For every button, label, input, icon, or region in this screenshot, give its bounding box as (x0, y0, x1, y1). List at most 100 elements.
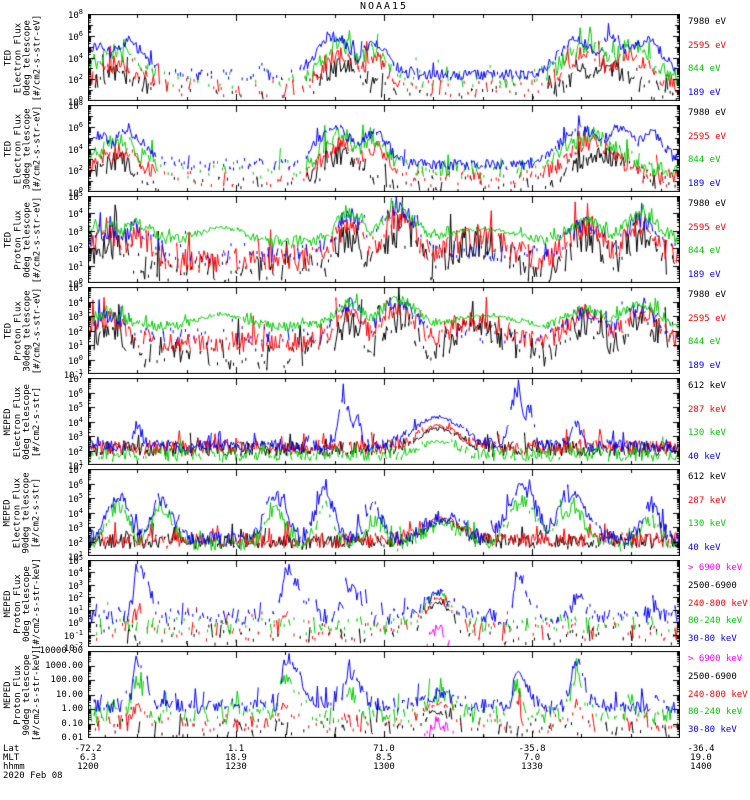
y-tick-label: 105 (67, 492, 83, 506)
energy-label: 7980 eV (688, 290, 726, 300)
panel-left-label-text: MEPED Electron Flux 0deg telescope [#/cm2-s… (3, 384, 42, 460)
energy-label: 612 keV (688, 472, 726, 482)
axis-value: 1300 (373, 762, 395, 772)
panel-plot-canvas (88, 105, 680, 192)
panel-plot-canvas (88, 560, 680, 647)
panel-left-label-line: MEPED (3, 680, 13, 709)
panel-plot (88, 651, 680, 738)
y-tick-label: 102 (67, 73, 83, 87)
panel-left-label-line: 0deg telescope (22, 565, 32, 642)
energy-label: 130 keV (688, 519, 726, 530)
y-tick-label: 103 (67, 310, 83, 324)
energy-label: 189 eV (688, 269, 721, 280)
panel-plot (88, 196, 680, 283)
y-axis-labels: 0.01 0.10 1.00 10.00 100.00 1000.00 10000.00 (40, 646, 86, 743)
panel-plot-canvas (88, 287, 680, 374)
energy-label: 7980 eV (688, 199, 726, 209)
energy-label: 240-800 keV (688, 598, 748, 609)
energy-label: > 6900 keV (688, 563, 743, 573)
energy-label: 80-240 keV (688, 707, 743, 718)
y-tick-label: 0.01 (61, 733, 83, 743)
energy-label: 240-800 keV (688, 689, 748, 700)
energy-label: 2595 eV (688, 222, 726, 233)
panel-plot (88, 14, 680, 101)
panel-left-label-text: TED Proton Flux 0deg telescope [#/cm2-s-str… (3, 196, 42, 283)
panel-plot-canvas (88, 651, 680, 738)
panel-ted-electron-0deg: TED Electron Flux 0deg telescope [#/cm2-s-s… (0, 9, 750, 109)
y-tick-label: 106 (67, 120, 83, 134)
y-tick-label: 0.10 (61, 718, 83, 729)
panel-plot (88, 469, 680, 556)
y-tick-label: 10-1 (63, 628, 83, 642)
y-tick-label: 100 (67, 95, 83, 109)
panel-left-label: TED Proton Flux 0deg telescope [#/cm2-s-str… (0, 196, 46, 283)
panel-left-label: MEPED Electron Flux 90deg telescope [#/cm2-… (0, 469, 46, 556)
panel-plot (88, 287, 680, 374)
axis-value: 1230 (225, 762, 247, 772)
panel-meped-proton-0deg: MEPED Proton Flux 0deg telescope [#/cm2-s-s… (0, 555, 750, 655)
panel-left-label-line: [#/cm2-s-str-eV] (31, 105, 42, 192)
panel-left-label: MEPED Electron Flux 0deg telescope [#/cm2-s… (0, 378, 46, 465)
energy-label: 189 eV (688, 87, 721, 98)
panel-left-label-line: [#/cm2-s-str-keV] (31, 557, 42, 650)
axis-row-lat: Lat -72.2 1.1 71.0 -35.8 -36.4 (0, 745, 750, 754)
y-tick-label: 101 (67, 603, 83, 617)
axis-value: -36.4 (687, 744, 715, 754)
panel-plot-canvas (88, 378, 680, 465)
y-tick-label: 1000.00 (45, 660, 83, 671)
y-tick-label: 103 (67, 578, 83, 592)
y-tick-label: 104 (67, 506, 83, 520)
y-tick-label: 104 (67, 295, 83, 309)
y-tick-label: 10-1 (63, 368, 83, 382)
panel-left-label-line: [#/cm2-s-str-eV] (31, 196, 42, 283)
axis-row-label: hhmm (3, 762, 25, 772)
y-tick-label: 10-2 (63, 641, 83, 655)
panel-left-label-line: [#/cm2-s-str] (31, 386, 42, 457)
energy-label: 2595 eV (688, 131, 726, 142)
y-tick-label: 102 (67, 242, 83, 256)
axis-value: -72.2 (74, 744, 102, 754)
y-tick-label: 107 (67, 372, 83, 386)
axis-value: -35.8 (518, 744, 546, 754)
energy-labels: 612 keV 287 keV 130 keV 40 keV (688, 469, 750, 556)
energy-label: 189 eV (688, 178, 721, 189)
axis-value: 19.0 (690, 753, 712, 763)
energy-labels: > 6900 keV 2500-6900 240-800 keV 80-240 keV… (688, 651, 750, 738)
panel-left-label-line: 0deg telescope (22, 201, 33, 278)
axis-value: 6.3 (79, 753, 97, 763)
y-axis-labels: 100 101 102 103 104 105 (44, 191, 86, 291)
y-tick-label: 106 (67, 386, 83, 400)
y-axis-labels: 10-1 100 101 102 103 104 105 (44, 282, 86, 382)
y-tick-label: 101 (67, 259, 83, 273)
panel-left-label-line: 30deg telescope (22, 289, 33, 372)
y-tick-label: 100.00 (50, 675, 83, 685)
energy-label: 2500-6900 (688, 580, 737, 591)
energy-label: 2595 eV (688, 313, 726, 324)
energy-labels: 7980 eV 2595 eV 844 eV 189 eV (688, 196, 750, 283)
panel-left-label-line: MEPED (3, 589, 13, 618)
energy-label: 40 keV (688, 451, 721, 462)
axis-row-label: MLT (3, 753, 20, 763)
y-tick-label: 103 (67, 430, 83, 444)
axis-row-mlt: MLT 6.3 18.9 8.5 7.0 19.0 (0, 754, 750, 763)
energy-label: 2595 eV (688, 40, 726, 51)
y-tick-label: 107 (67, 463, 83, 477)
panel-left-label-text: TED Electron Flux 30deg telescope [#/cm2-s-… (3, 105, 42, 192)
panel-ted-electron-30deg: TED Electron Flux 30deg telescope [#/cm2-s-… (0, 100, 750, 200)
y-tick-label: 102 (67, 444, 83, 458)
energy-label: 130 keV (688, 428, 726, 439)
panel-left-label-text: TED Proton Flux 30deg telescope [#/cm2-s-st… (3, 287, 42, 374)
panel-left-label-line: TED (3, 322, 14, 339)
y-tick-label: 108 (67, 99, 83, 113)
axis-value: 18.9 (225, 753, 247, 763)
energy-label: 287 keV (688, 495, 726, 506)
y-tick-label: 103 (67, 224, 83, 238)
y-tick-label: 103 (67, 521, 83, 535)
y-tick-label: 101 (67, 550, 83, 564)
energy-label: > 6900 keV (688, 654, 743, 664)
y-tick-label: 105 (67, 281, 83, 295)
energy-label: 40 keV (688, 542, 721, 553)
panel-plot (88, 378, 680, 465)
energy-label: 189 eV (688, 360, 721, 371)
energy-label: 7980 eV (688, 17, 726, 27)
